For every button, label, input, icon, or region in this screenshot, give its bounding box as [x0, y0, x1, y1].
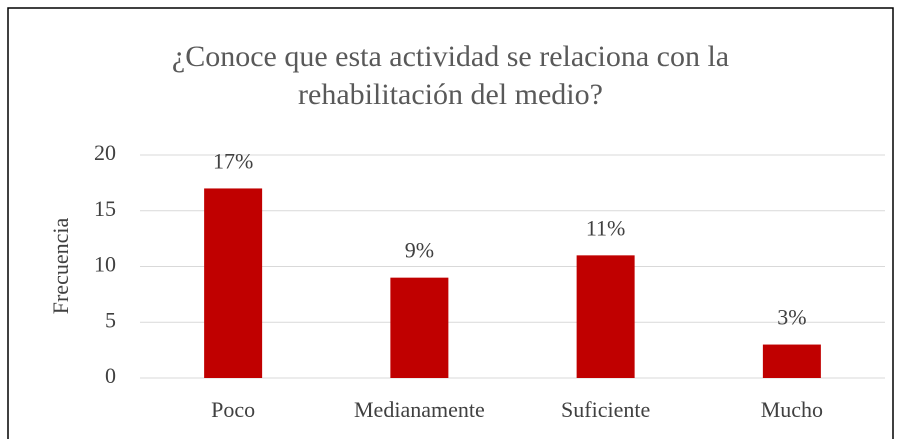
y-tick-label: 10 — [94, 252, 116, 277]
value-label: 11% — [586, 215, 626, 240]
y-axis-label: Frecuencia — [48, 218, 73, 315]
value-label: 17% — [213, 148, 253, 173]
y-tick-label: 5 — [105, 307, 116, 332]
y-tick-label: 15 — [94, 196, 116, 221]
bar — [390, 277, 449, 378]
chart-border — [7, 7, 894, 439]
y-tick-label: 0 — [105, 363, 116, 388]
bar — [762, 344, 821, 378]
value-label: 3% — [777, 305, 806, 330]
x-tick-label: Medianamente — [354, 397, 485, 422]
value-label: 9% — [405, 238, 434, 263]
chart-title: ¿Conoce que esta actividad se relaciona … — [171, 40, 730, 111]
bar — [576, 255, 635, 378]
x-tick-label: Poco — [211, 397, 255, 422]
bar — [204, 188, 263, 378]
y-tick-label: 20 — [94, 140, 116, 165]
x-tick-label: Mucho — [761, 397, 823, 422]
x-tick-label: Suficiente — [561, 397, 650, 422]
